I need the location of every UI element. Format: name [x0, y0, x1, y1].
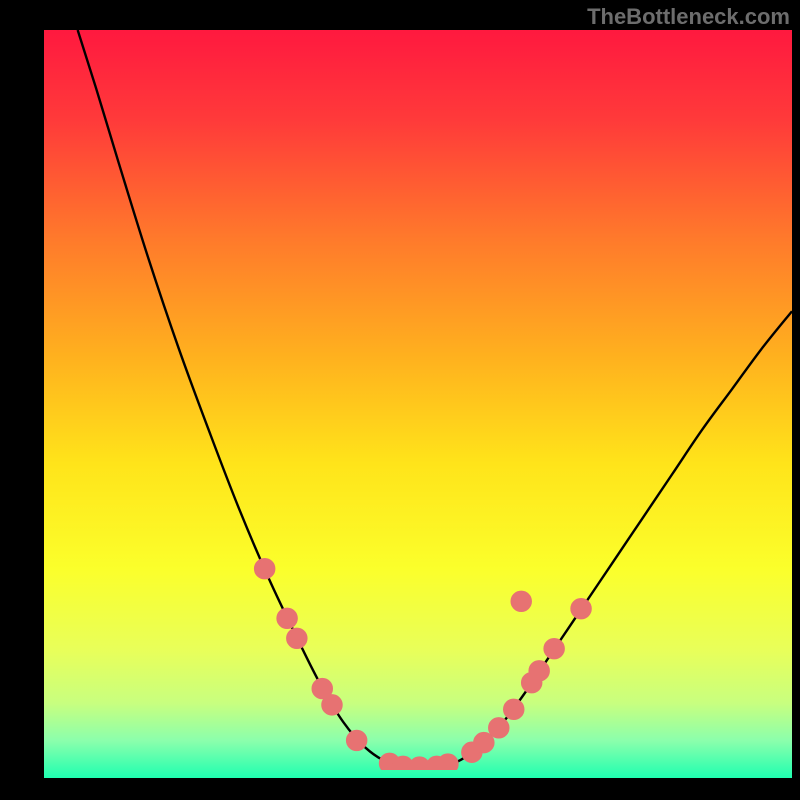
data-marker [412, 760, 426, 770]
watermark-text: TheBottleneck.com [587, 4, 790, 30]
data-marker [507, 702, 521, 716]
data-marker [258, 562, 272, 576]
data-marker [547, 642, 561, 656]
data-marker [280, 611, 294, 625]
data-marker [315, 682, 329, 696]
data-marker [350, 733, 364, 747]
marker-group [258, 562, 588, 770]
data-marker [574, 602, 588, 616]
data-marker [325, 698, 339, 712]
data-marker [492, 721, 506, 735]
data-marker [477, 736, 491, 750]
data-marker [441, 757, 455, 770]
data-marker [514, 594, 528, 608]
curve-layer [44, 30, 792, 770]
plot-area [44, 30, 792, 770]
data-marker [396, 759, 410, 770]
data-marker [532, 664, 546, 678]
data-marker [290, 631, 304, 645]
bottleneck-curve [78, 30, 792, 768]
